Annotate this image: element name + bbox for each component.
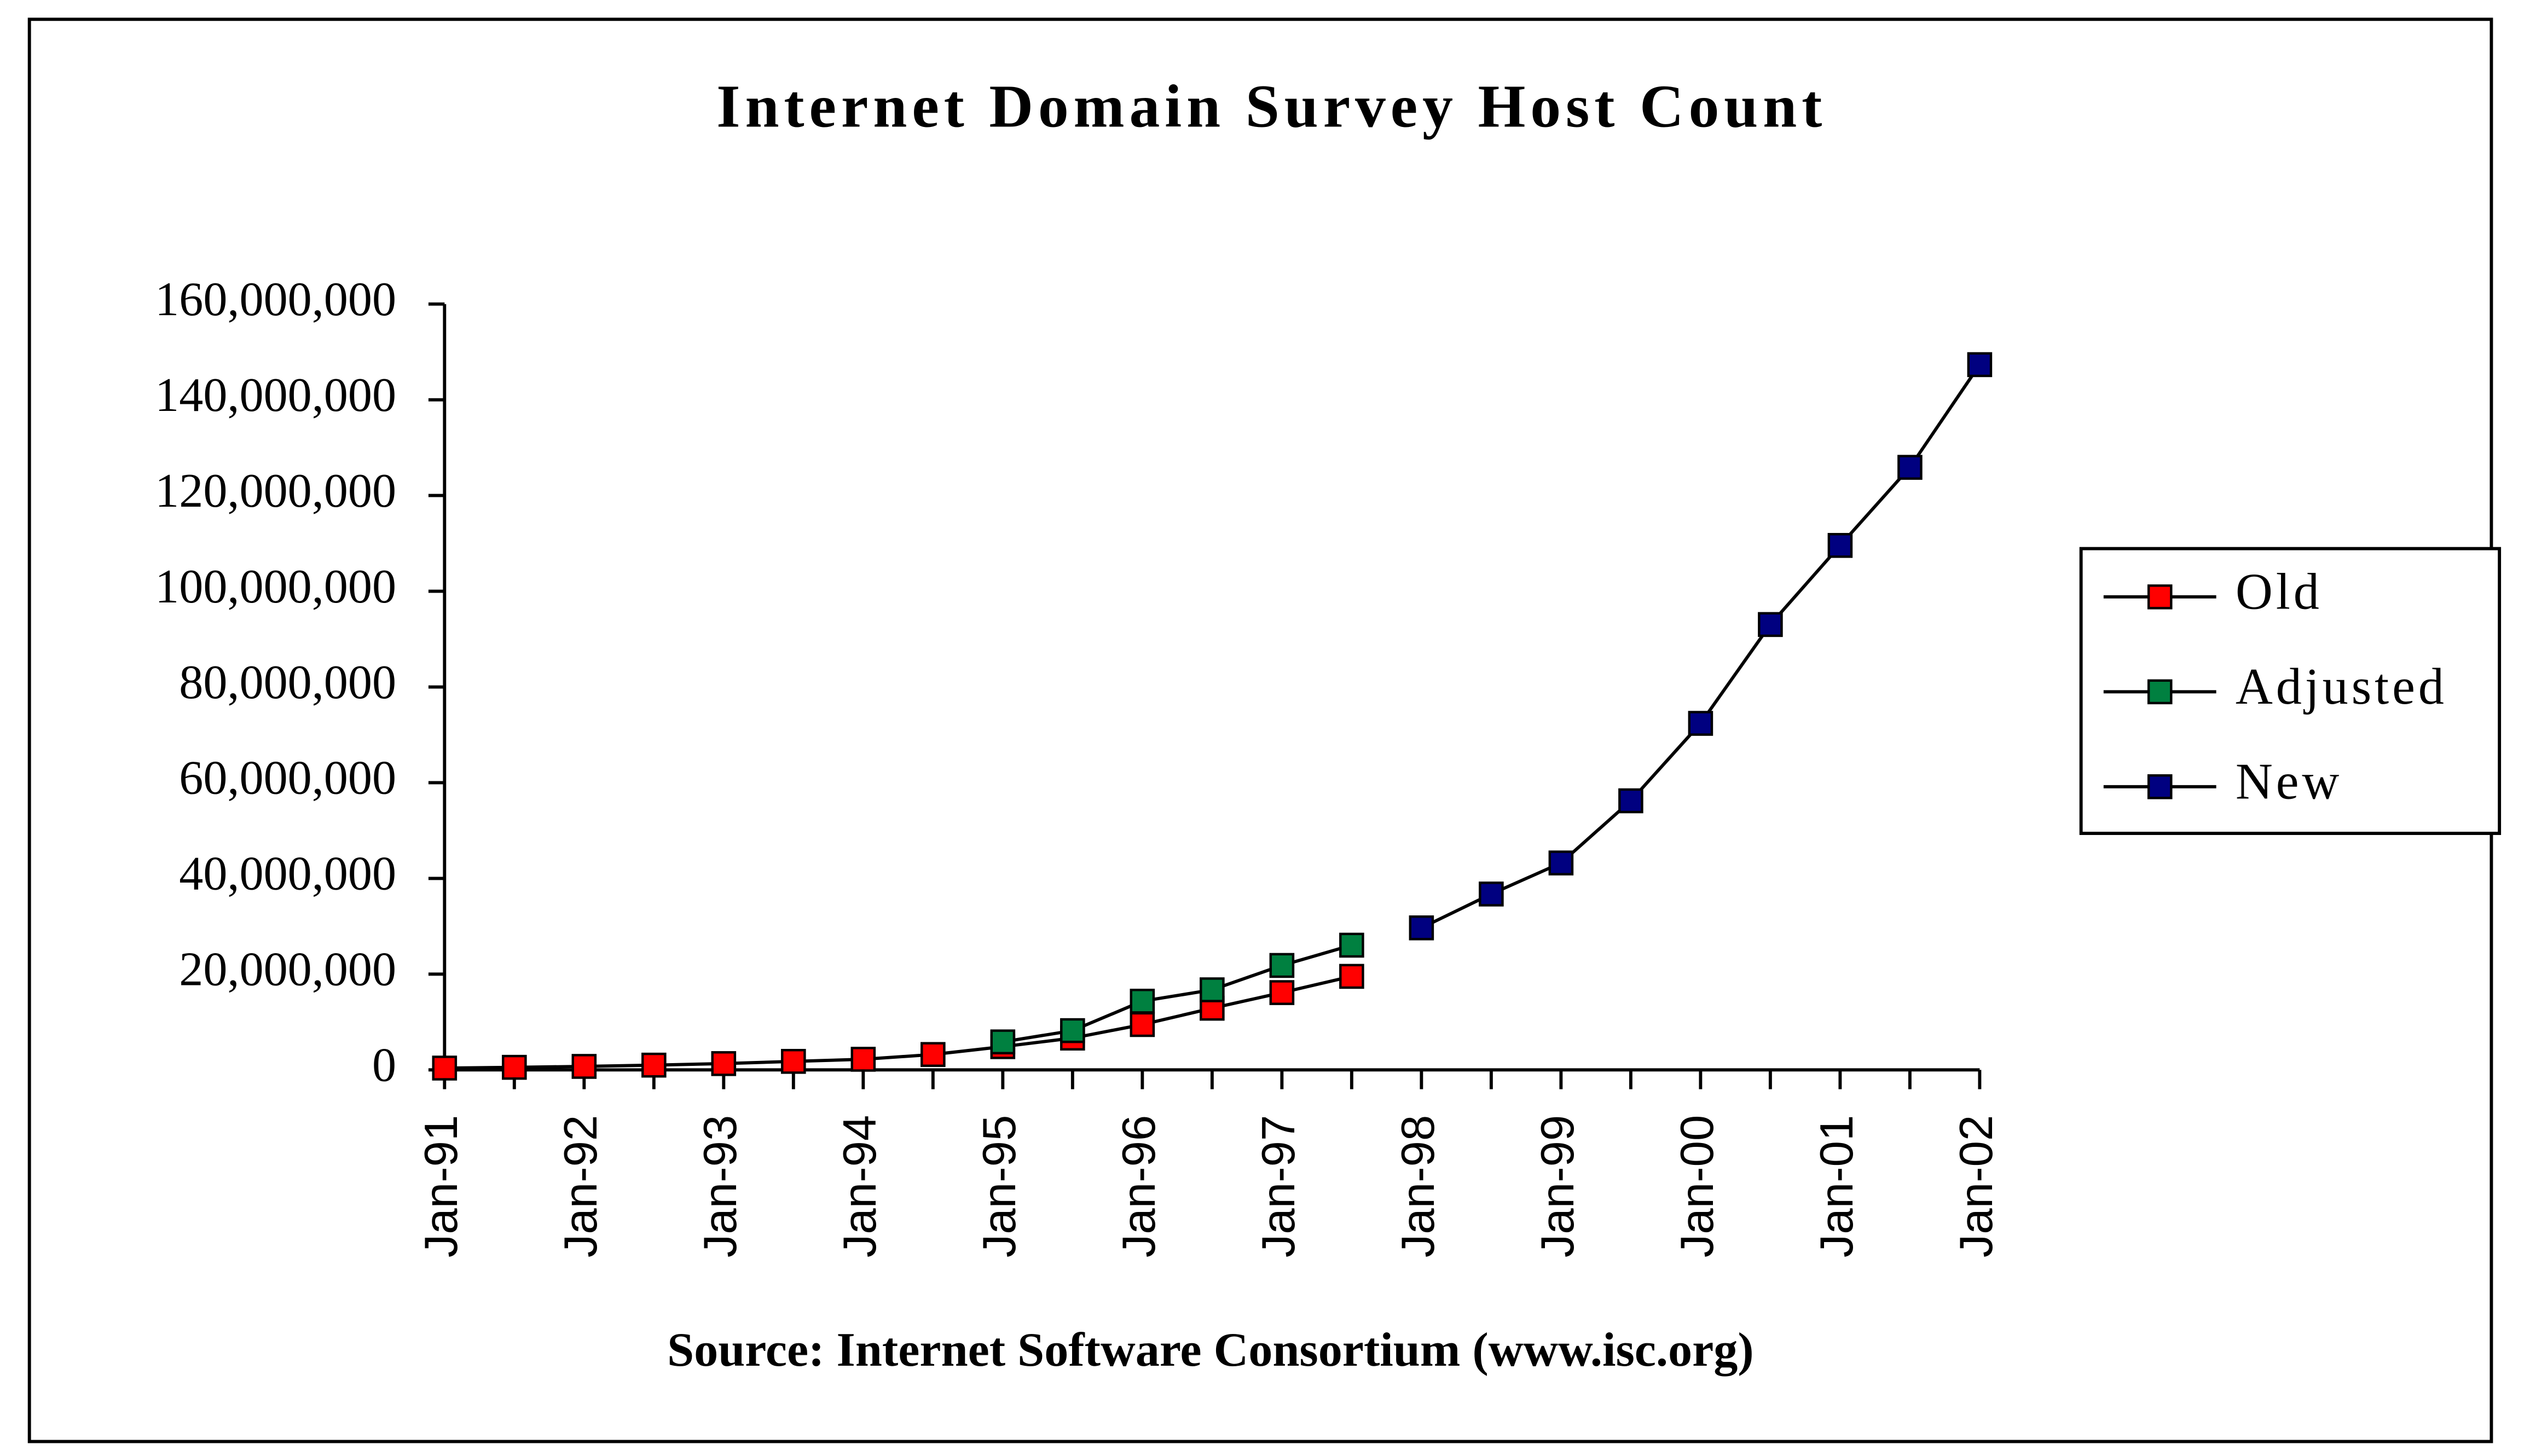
legend-swatch: [2147, 584, 2173, 610]
data-point: [1688, 711, 1713, 736]
x-tick-label: Jan-01: [1811, 1115, 1863, 1258]
data-point: [1618, 788, 1643, 814]
x-tick-label: Jan-94: [834, 1115, 886, 1258]
data-point: [432, 1055, 458, 1081]
data-point: [1758, 612, 1783, 637]
data-point: [1827, 533, 1853, 558]
y-tick-label: 100,000,000: [155, 560, 396, 613]
y-tick-label: 160,000,000: [155, 272, 396, 326]
data-point: [990, 1029, 1016, 1054]
data-point: [1269, 953, 1295, 978]
x-tick-label: Jan-00: [1671, 1115, 1723, 1258]
x-tick-label: Jan-92: [555, 1115, 607, 1258]
y-tick-label: 20,000,000: [179, 943, 396, 996]
data-point: [1548, 850, 1574, 875]
data-point: [502, 1054, 527, 1080]
y-tick-label: 60,000,000: [179, 751, 396, 805]
data-point: [711, 1051, 737, 1076]
x-tick-label: Jan-97: [1253, 1115, 1305, 1258]
data-point: [1479, 881, 1504, 907]
data-point: [1060, 1018, 1085, 1043]
legend-swatch: [2147, 774, 2173, 799]
data-point: [1130, 1012, 1155, 1037]
chart-title: Internet Domain Survey Host Count: [716, 72, 1827, 140]
y-tick-label: 80,000,000: [179, 656, 396, 709]
x-tick-label: Jan-02: [1950, 1115, 2002, 1258]
x-tick-label: Jan-93: [694, 1115, 746, 1258]
x-tick-label: Jan-99: [1532, 1115, 1584, 1258]
legend-label: New: [2236, 753, 2342, 810]
y-tick-label: 40,000,000: [179, 847, 396, 901]
x-tick-label: Jan-96: [1113, 1115, 1165, 1258]
y-tick-label: 0: [372, 1039, 396, 1092]
x-tick-label: Jan-98: [1392, 1115, 1444, 1258]
legend-swatch: [2147, 679, 2173, 705]
data-point: [781, 1048, 806, 1074]
data-point: [1200, 977, 1225, 1002]
data-point: [850, 1047, 876, 1072]
x-tick-label: Jan-95: [974, 1115, 1026, 1258]
data-point: [921, 1042, 946, 1068]
x-axis-label: Source: Internet Software Consortium (ww…: [667, 1323, 1754, 1377]
data-point: [1339, 932, 1364, 958]
data-point: [1339, 964, 1364, 989]
data-point: [1409, 915, 1434, 941]
data-point: [641, 1052, 667, 1078]
legend-label: Old: [2236, 563, 2323, 620]
y-tick-label: 120,000,000: [155, 464, 396, 518]
data-point: [1897, 455, 1923, 480]
legend-label: Adjusted: [2236, 658, 2447, 715]
y-tick-label: 140,000,000: [155, 368, 396, 422]
data-point: [1967, 352, 1993, 378]
data-point: [571, 1054, 597, 1079]
x-tick-label: Jan-91: [415, 1115, 467, 1258]
data-point: [1269, 980, 1295, 1005]
data-point: [1130, 988, 1155, 1014]
